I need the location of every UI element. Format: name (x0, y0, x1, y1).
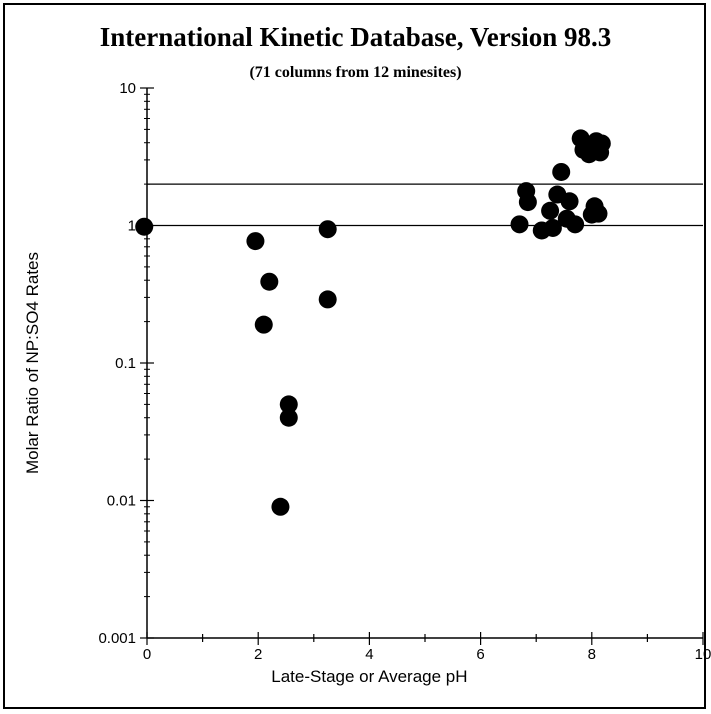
x-tick-label: 6 (476, 646, 484, 663)
chart-title: International Kinetic Database, Version … (99, 22, 612, 52)
x-tick-label: 2 (254, 646, 262, 663)
y-tick-label: 0.1 (115, 355, 136, 372)
chart-subtitle: (71 columns from 12 minesites) (249, 64, 462, 81)
data-point (560, 192, 579, 211)
data-point (510, 215, 529, 234)
data-point (543, 218, 562, 237)
data-point (279, 395, 298, 414)
data-point (135, 217, 154, 236)
y-tick-label: 10 (119, 80, 136, 97)
data-point (318, 290, 337, 309)
x-tick-label: 0 (143, 646, 151, 663)
x-tick-label: 4 (365, 646, 373, 663)
data-point (541, 201, 560, 220)
chart-frame (3, 3, 706, 709)
data-points (135, 129, 611, 516)
axes (146, 88, 703, 639)
x-tick-label: 8 (588, 646, 596, 663)
data-point (518, 193, 537, 212)
reference-lines (147, 183, 703, 227)
data-point (566, 215, 585, 234)
y-axis-title: Molar Ratio of NP:SO4 Rates (23, 252, 42, 474)
data-point (592, 134, 611, 153)
data-point (254, 315, 273, 334)
data-point (271, 497, 290, 516)
ticks: 0.001 0.01 0.1 1 10 0 2 4 6 8 10 (98, 80, 711, 663)
data-point (318, 220, 337, 239)
data-point (246, 232, 265, 251)
y-tick-label: 0.01 (107, 493, 136, 510)
data-point (260, 272, 279, 291)
y-tick-label: 1 (128, 218, 136, 235)
data-point (589, 204, 608, 223)
y-tick-label: 0.001 (98, 630, 136, 647)
x-tick-label: 10 (695, 646, 711, 663)
x-axis-title: Late-Stage or Average pH (271, 667, 467, 686)
data-point (279, 408, 298, 427)
data-point (552, 162, 571, 181)
